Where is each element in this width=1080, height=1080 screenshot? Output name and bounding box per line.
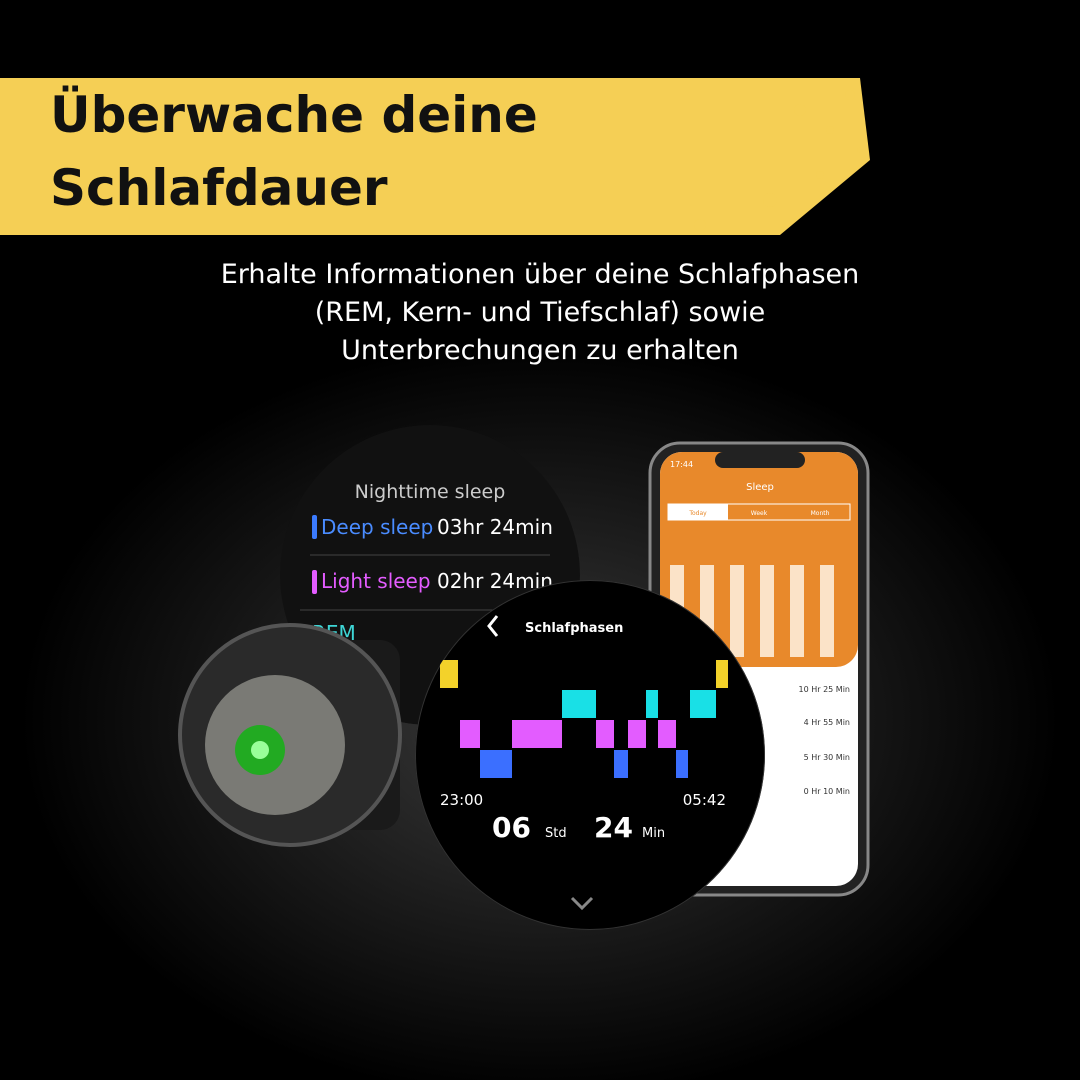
row-value: 02hr 24min: [437, 569, 553, 593]
hypnogram: [440, 660, 728, 778]
minutes-unit: Min: [642, 826, 665, 841]
phone-tab: Today: [688, 510, 707, 517]
banner: [0, 78, 870, 235]
phone-duration: 10 Hr 25 Min: [799, 685, 851, 694]
phone-title: Sleep: [746, 482, 774, 493]
title-line: Überwache deine: [50, 85, 538, 144]
watch-phases: Schlafphasen 23:00 05:42 06 Std 24 Min: [415, 580, 765, 930]
summary-title: Nighttime sleep: [355, 481, 506, 503]
minutes: 24: [594, 811, 633, 844]
subtitle-line: (REM, Kern- und Tiefschlaf) sowie: [315, 297, 766, 328]
phone-time: 17:44: [670, 460, 693, 469]
subtitle-line: Erhalte Informationen über deine Schlafp…: [221, 259, 860, 290]
row-label: Deep sleep: [321, 515, 433, 539]
phone-duration: 4 Hr 55 Min: [804, 718, 850, 727]
row-value: 03hr 24min: [437, 515, 553, 539]
title-line: Schlafdauer: [50, 159, 388, 217]
watch-body: [178, 623, 402, 847]
subtitle-line: Unterbrechungen zu erhalten: [341, 335, 739, 366]
phone: 17:44 Sleep Today Week Month 10 Hr 25 Mi…: [648, 441, 870, 897]
phone-duration: 5 Hr 30 Min: [804, 753, 850, 762]
hours: 06: [492, 811, 531, 844]
phone-duration: 0 Hr 10 Min: [804, 787, 850, 796]
phone-tab: Week: [751, 510, 768, 517]
end-time: 05:42: [683, 791, 726, 809]
start-time: 23:00: [440, 791, 483, 809]
row-label: Light sleep: [321, 569, 431, 593]
hours-unit: Std: [545, 826, 567, 841]
phases-title: Schlafphasen: [525, 621, 623, 636]
phone-tab: Month: [811, 510, 830, 517]
